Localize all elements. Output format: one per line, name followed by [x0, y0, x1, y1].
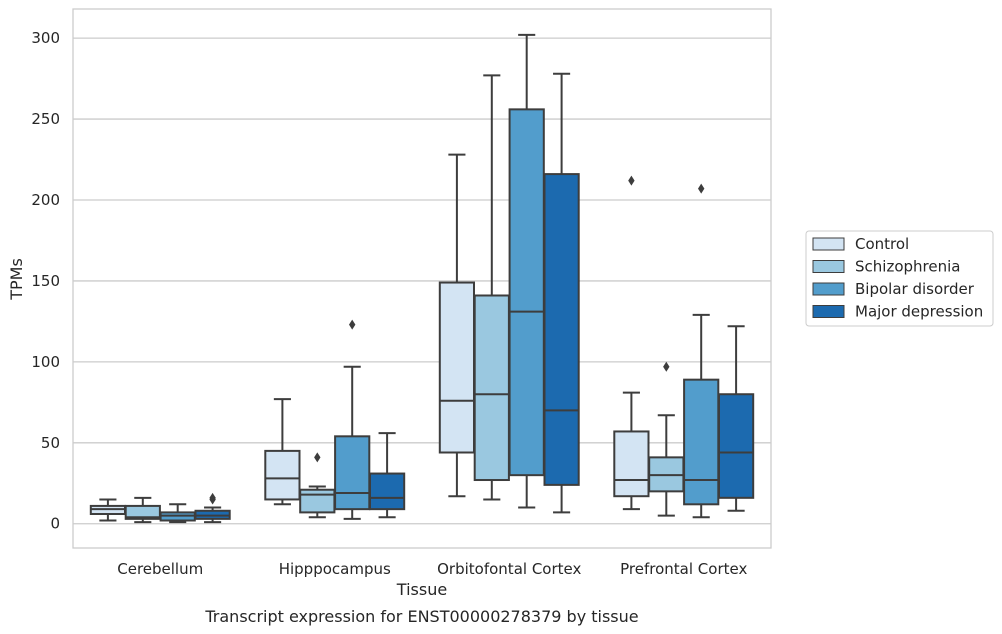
box-major-depression-2: [543, 72, 580, 514]
box-iqr: [543, 173, 580, 486]
y-tick-label: 150: [31, 272, 60, 290]
x-tick-label: Cerebellum: [117, 560, 203, 578]
box-iqr: [613, 430, 650, 498]
box-iqr: [508, 108, 545, 477]
outlier-point: [698, 183, 705, 194]
box-bipolar-disorder-2: [508, 33, 545, 509]
boxes: [89, 33, 755, 524]
outlier-point: [663, 361, 670, 372]
y-tick-label: 300: [31, 29, 60, 47]
y-axis-ticks: 0 50 100 150 200 250 300: [31, 29, 60, 533]
box-iqr: [683, 378, 720, 506]
plot-area: [72, 8, 772, 549]
box-control-1: [264, 398, 301, 506]
box-iqr: [334, 435, 371, 511]
box-major-depression-1: [368, 432, 406, 519]
box-iqr: [438, 281, 476, 454]
outlier-point: [628, 175, 635, 186]
figure-caption: Transcript expression for ENST0000027837…: [204, 607, 638, 626]
box-control-3: [613, 175, 650, 511]
legend: Control Schizophrenia Bipolar disorder Majo…: [805, 230, 994, 327]
x-tick-label: Prefrontal Cortex: [620, 560, 747, 578]
legend-label: Bipolar disorder: [855, 280, 975, 298]
box-iqr: [717, 393, 755, 499]
box-bipolar-disorder-3: [683, 183, 720, 519]
outlier-point: [209, 492, 216, 503]
box-major-depression-3: [717, 325, 755, 512]
outlier-point: [314, 452, 321, 463]
legend-swatch: [812, 237, 845, 251]
y-tick-label: 100: [31, 353, 60, 371]
box-major-depression-0: [194, 492, 231, 524]
y-tick-label: 200: [31, 191, 60, 209]
x-axis-ticks: Cerebellum Hipppocampus Orbitofontal Corte…: [117, 560, 747, 578]
box-schizophrenia-0: [124, 496, 161, 524]
outlier-point: [349, 319, 356, 330]
gridlines: [73, 37, 771, 525]
box-control-2: [438, 153, 476, 498]
box-schizophrenia-1: [299, 452, 336, 519]
legend-swatch: [812, 282, 845, 296]
x-tick-label: Hipppocampus: [279, 560, 391, 578]
legend-label: Control: [855, 235, 909, 253]
x-axis-label: Tissue: [396, 580, 447, 599]
x-tick-label: Orbitofontal Cortex: [437, 560, 581, 578]
y-tick-label: 250: [31, 110, 60, 128]
box-iqr: [264, 449, 301, 501]
legend-frame: [805, 230, 994, 327]
box-control-0: [89, 498, 127, 522]
legend-label: Schizophrenia: [855, 258, 960, 276]
box-iqr: [368, 472, 406, 511]
box-schizophrenia-3: [648, 361, 685, 517]
box-bipolar-disorder-1: [334, 319, 371, 520]
y-tick-label: 0: [50, 515, 60, 533]
box-bipolar-disorder-0: [159, 503, 196, 524]
y-axis-label: TPMs: [7, 258, 26, 301]
box-iqr: [473, 294, 510, 482]
legend-label: Major depression: [855, 303, 983, 321]
box-iqr: [299, 488, 336, 514]
legend-swatch: [812, 260, 845, 273]
legend-swatch: [812, 305, 845, 318]
box-schizophrenia-2: [473, 74, 510, 501]
y-tick-label: 50: [41, 434, 60, 452]
